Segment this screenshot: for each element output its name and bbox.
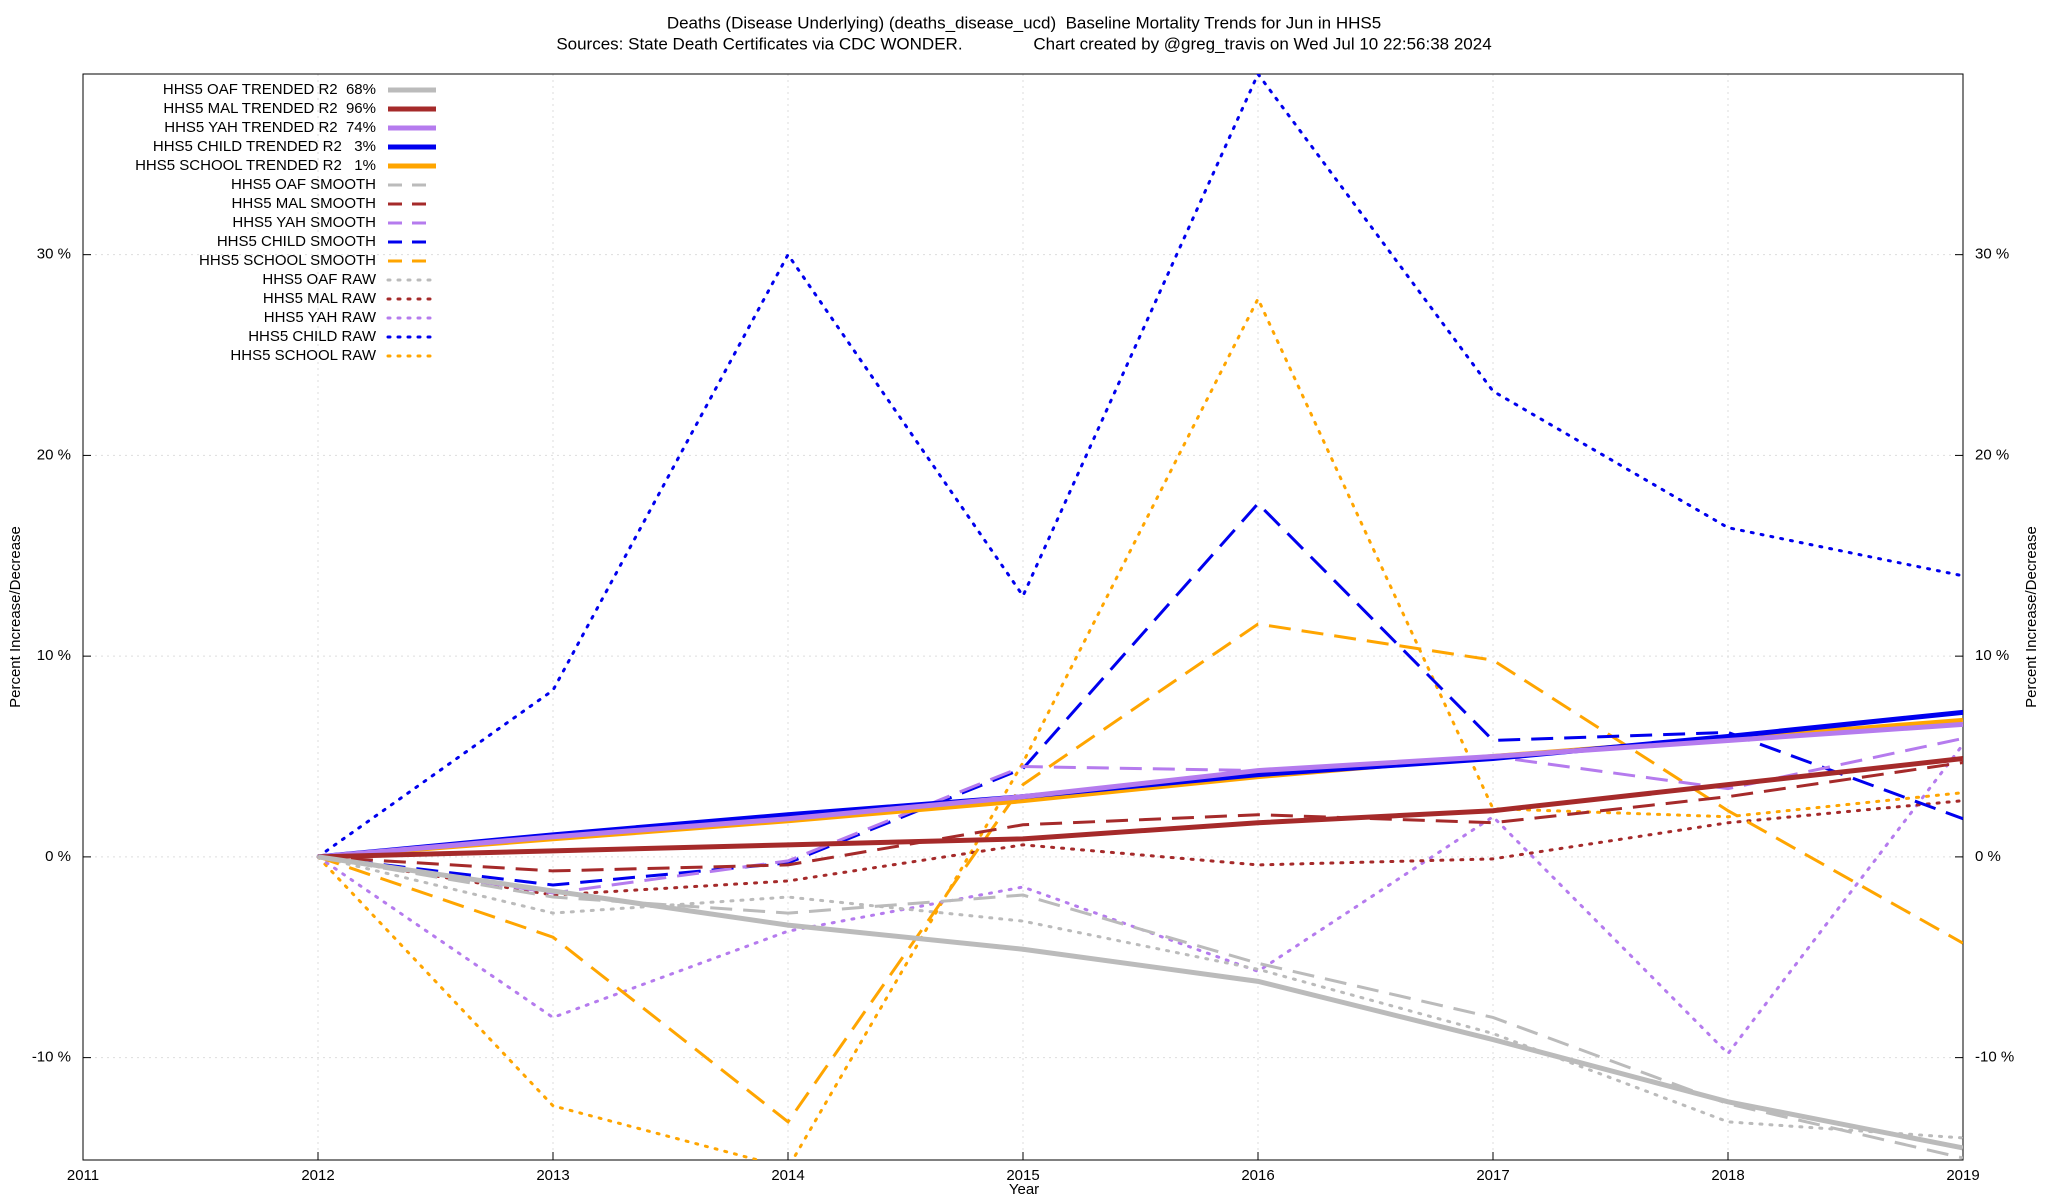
legend-label: HHS5 MAL TRENDED R2 96% xyxy=(163,100,376,117)
legend-label: HHS5 CHILD SMOOTH xyxy=(217,233,376,250)
series-line xyxy=(316,295,1963,1160)
y-tick-label: 0 % xyxy=(45,848,71,865)
legend-label: HHS5 SCHOOL RAW xyxy=(230,347,376,364)
chart-title: Deaths (Disease Underlying) (deaths_dise… xyxy=(667,13,1381,32)
series-line xyxy=(317,721,1963,860)
y-tick-label: 30 % xyxy=(37,246,71,263)
x-axis-label: Year xyxy=(1009,1181,1039,1198)
y-tick-label: 20 % xyxy=(37,446,71,463)
x-tick-label: 2016 xyxy=(1241,1167,1274,1184)
plot-frame xyxy=(82,73,1964,1161)
legend-label: HHS5 MAL SMOOTH xyxy=(232,195,376,212)
series-line xyxy=(317,855,1963,1160)
x-tick-label: 2015 xyxy=(1006,1167,1039,1184)
x-tick-label: 2017 xyxy=(1476,1167,1509,1184)
y2-axis-label: Percent Increase/Decrease xyxy=(2023,526,2040,708)
legend-label: HHS5 OAF RAW xyxy=(262,271,376,288)
y2-tick-label: 30 % xyxy=(1975,246,2009,263)
x-tick-label: 2011 xyxy=(67,1167,99,1184)
legend-label: HHS5 CHILD RAW xyxy=(248,328,377,345)
legend-label: HHS5 CHILD TRENDED R2 3% xyxy=(153,138,376,155)
y-axis-label: Percent Increase/Decrease xyxy=(7,526,24,708)
series-line xyxy=(316,855,1963,1140)
legend-label: HHS5 OAF SMOOTH xyxy=(231,176,376,193)
x-tick-label: 2018 xyxy=(1711,1167,1744,1184)
legend-label: HHS5 MAL RAW xyxy=(263,290,377,307)
chart-subtitle: Sources: State Death Certificates via CD… xyxy=(556,34,1491,53)
legend-label: HHS5 OAF TRENDED R2 68% xyxy=(163,81,376,98)
x-tick-label: 2012 xyxy=(301,1167,334,1184)
y-tick-label: 10 % xyxy=(37,647,71,664)
series-line xyxy=(317,501,1963,887)
series-line xyxy=(316,799,1963,897)
series-line xyxy=(317,736,1963,895)
plot-lines xyxy=(316,74,1963,1160)
series-line xyxy=(317,854,1963,1151)
legend-label: HHS5 YAH TRENDED R2 74% xyxy=(164,119,376,136)
series-line xyxy=(317,756,1963,860)
legend-label: HHS5 YAH RAW xyxy=(264,309,377,326)
series-line xyxy=(317,622,1963,1125)
x-tick-label: 2019 xyxy=(1946,1167,1979,1184)
y2-tick-label: 20 % xyxy=(1975,446,2009,463)
x-tick-label: 2013 xyxy=(536,1167,569,1184)
y2-tick-label: 10 % xyxy=(1975,647,2009,664)
y2-tick-label: 0 % xyxy=(1975,848,2001,865)
legend-label: HHS5 SCHOOL TRENDED R2 1% xyxy=(135,157,376,174)
y-tick-label: -10 % xyxy=(32,1049,71,1066)
legend-label: HHS5 SCHOOL SMOOTH xyxy=(199,252,376,269)
y2-tick-label: -10 % xyxy=(1975,1049,2014,1066)
series-line xyxy=(317,761,1963,873)
series-line xyxy=(316,74,1963,859)
legend-label: HHS5 YAH SMOOTH xyxy=(232,214,376,231)
x-tick-label: 2014 xyxy=(771,1167,804,1184)
